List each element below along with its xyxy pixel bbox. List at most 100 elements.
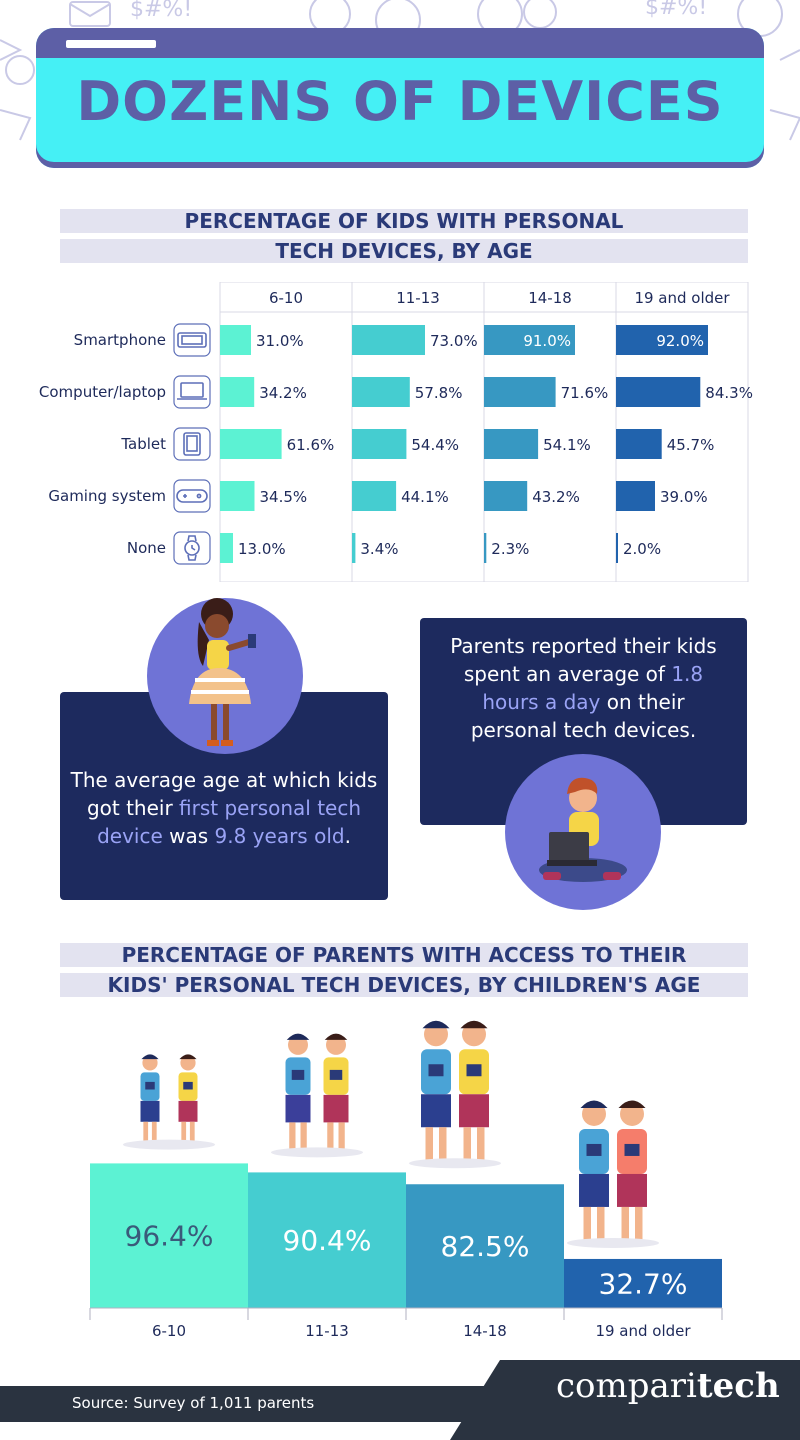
section1-title: PERCENTAGE OF KIDS WITH PERSONAL TECH DE… (60, 209, 748, 269)
child-device (145, 1081, 155, 1090)
kids-devices-chart: 6-10 11-13 14-18 19 and older Smartphone 31.0… (39, 282, 753, 582)
child-leg (300, 1122, 307, 1150)
chart1-bar (352, 481, 397, 511)
callout-right-highlight-a: 1.8 (671, 662, 704, 686)
callout-first-device-text: The average age at which kids got their … (60, 766, 388, 850)
chart1-bar (352, 325, 425, 355)
chart1-data-label: 84.3% (705, 384, 753, 402)
chart1-data-label: 54.1% (543, 436, 591, 454)
chart1-icon-frame (173, 427, 211, 461)
gamepad-icon-button (196, 493, 202, 499)
smartphone-icon-screen (181, 335, 203, 345)
child-device (291, 1069, 305, 1080)
page-title: DOZENS OF DEVICES (76, 70, 724, 133)
child-hair (324, 1033, 348, 1040)
chart2-data-label: 90.4% (283, 1224, 372, 1257)
children-illustration (567, 1100, 659, 1248)
children-illustration (409, 1020, 501, 1169)
child-leg (189, 1121, 195, 1143)
chart1-group-label: 19 and older (634, 289, 730, 307)
child-leg (621, 1206, 629, 1240)
chart1-data-label: 54.4% (411, 436, 459, 454)
chart1-bar (220, 481, 255, 511)
section2-title-line2: KIDS' PERSONAL TECH DEVICES, BY CHILDREN… (60, 973, 748, 997)
chart1-category-icon (173, 427, 211, 461)
callout-right-text-c: on their (600, 690, 685, 714)
chart1-data-label: 71.6% (561, 384, 609, 402)
callout-left-text-a: The average age at which kids (70, 768, 378, 792)
chart1-bar (484, 481, 528, 511)
window-bar-pill (66, 40, 156, 48)
chart1-data-label: 57.8% (415, 384, 463, 402)
callout-right-text-a: Parents reported their kids (450, 634, 717, 658)
smartwatch-icon-strap (187, 535, 197, 561)
chart1-bar (484, 377, 556, 407)
brand-logo: comparitech (556, 1366, 786, 1406)
svg-text:$#%!: $#%! (645, 0, 707, 20)
chart1-category-icon (173, 531, 211, 565)
chart1-data-label: 45.7% (667, 436, 715, 454)
chart1-data-label: 92.0% (656, 332, 704, 350)
chart1-category-icon (173, 375, 211, 409)
chart1-category-label: Computer/laptop (39, 383, 166, 401)
child-leg (338, 1122, 345, 1150)
brand-logo-part-a: compari (556, 1366, 697, 1406)
child-head (288, 1034, 308, 1055)
section1-title-line2: TECH DEVICES, BY AGE (60, 239, 748, 263)
chart1-bar (484, 533, 487, 563)
child-leg (635, 1206, 643, 1240)
child-head (180, 1055, 196, 1071)
chart1-data-label: 44.1% (401, 488, 449, 506)
callout-right-highlight-b: hours a day (482, 690, 601, 714)
laptop-icon (180, 382, 204, 398)
child-device (624, 1143, 640, 1156)
callout-right-text-b: spent an average of (463, 662, 672, 686)
chart1-data-label: 31.0% (256, 332, 304, 350)
callout-left-text-d: . (344, 824, 351, 848)
children-shadow (123, 1139, 215, 1150)
child-hair (286, 1033, 310, 1040)
chart1-bar (352, 377, 410, 407)
child-lower (579, 1173, 609, 1207)
child-hair (460, 1020, 488, 1029)
callout-left-text-c: was (162, 824, 215, 848)
chart1-data-label: 3.4% (360, 540, 398, 558)
chart1-bar (352, 533, 356, 563)
child-head (142, 1055, 158, 1071)
gamepad-icon (176, 489, 208, 503)
chart1-bar (616, 481, 655, 511)
children-illustration (271, 1033, 363, 1158)
child-device (466, 1064, 482, 1077)
child-lower (285, 1094, 311, 1123)
child-leg (463, 1127, 471, 1161)
chart1-data-label: 39.0% (660, 488, 708, 506)
child-hair (580, 1100, 608, 1108)
chart1-bar (220, 325, 251, 355)
callout-left-text-b: got their (86, 796, 180, 820)
child-leg (181, 1121, 187, 1143)
smartphone-icon (177, 332, 207, 348)
svg-text:$#%!: $#%! (130, 0, 192, 22)
title-window-bar (36, 28, 764, 58)
child-leg (477, 1127, 485, 1161)
child-leg (439, 1127, 447, 1161)
chart1-bar (220, 533, 233, 563)
chart2-category-label: 11-13 (305, 1322, 349, 1340)
child-leg (327, 1122, 334, 1150)
chart1-data-label: 34.5% (260, 488, 308, 506)
chart1-group-label: 6-10 (269, 289, 303, 307)
smartwatch-icon (184, 540, 200, 556)
child-lower (140, 1100, 160, 1122)
chart2-bar (248, 1172, 406, 1308)
child-leg (583, 1206, 591, 1240)
footer-source: Source: Survey of 1,011 parents (72, 1394, 315, 1412)
child-leg (289, 1122, 296, 1150)
chart2-category-label: 6-10 (152, 1322, 186, 1340)
callout-left-highlight-c: 9.8 years old (214, 824, 345, 848)
chart1-bar (220, 377, 255, 407)
chart1-data-label: 2.3% (491, 540, 529, 558)
chart1-group-label: 14-18 (528, 289, 572, 307)
chart1-data-label: 13.0% (238, 540, 286, 558)
child-lower (459, 1094, 489, 1128)
child-lower (178, 1100, 198, 1122)
